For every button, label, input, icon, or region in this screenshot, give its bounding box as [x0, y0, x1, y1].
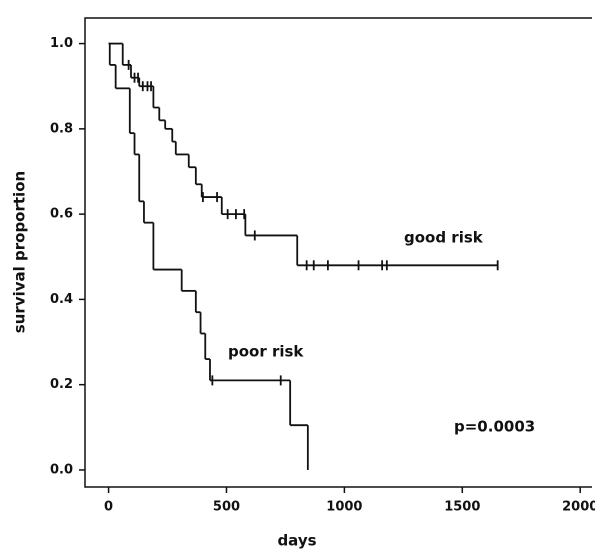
x-tick-label: 2000	[562, 500, 595, 515]
plot-frame	[84, 17, 592, 488]
series-label: good risk	[404, 229, 484, 247]
y-tick-label: 0.6	[50, 207, 73, 222]
y-tick-label: 0.8	[50, 121, 73, 136]
y-tick-label: 0.4	[50, 292, 73, 307]
x-tick-label: 500	[213, 500, 240, 515]
annotation: p=0.0003	[454, 418, 535, 436]
y-axis-label: survival proportion	[11, 171, 29, 333]
x-tick-label: 0	[104, 500, 113, 515]
y-tick-label: 0.2	[50, 377, 73, 392]
y-tick-label: 0.0	[50, 462, 73, 477]
x-tick-label: 1000	[326, 500, 362, 515]
y-tick-label: 1.0	[50, 36, 73, 51]
x-tick-label: 1500	[444, 500, 480, 515]
series-label: poor risk	[228, 343, 304, 361]
x-axis-label: days	[277, 532, 316, 550]
